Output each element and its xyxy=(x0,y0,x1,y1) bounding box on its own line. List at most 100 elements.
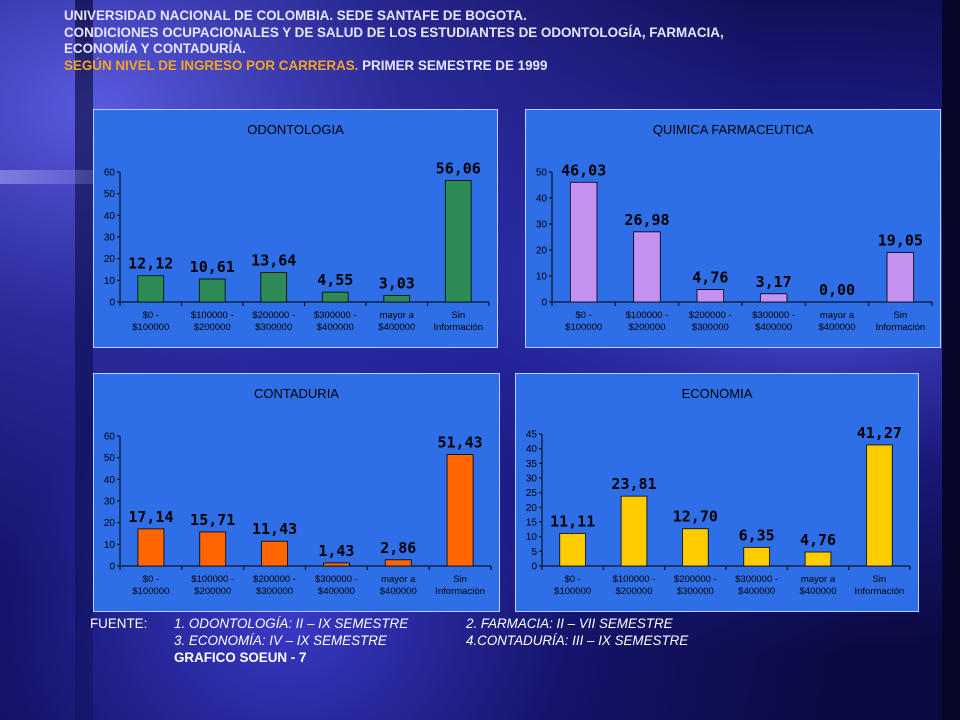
bar xyxy=(261,540,288,567)
source-footer: FUENTE: 1. ODONTOLOGÍA: II – IX SEMESTRE… xyxy=(90,615,688,666)
y-tick-label: 20 xyxy=(104,518,116,529)
chart-svg: CONTADURIA 0 10 20 30 40 50 60 17,14 $0 -$100000 1… xyxy=(104,386,492,597)
data-label: 2,86 xyxy=(380,539,416,557)
category-label: $400000 xyxy=(380,586,417,597)
header-line-3: ECONOMÍA Y CONTADURÍA. xyxy=(64,41,246,56)
bar xyxy=(866,444,893,567)
data-label: 10,61 xyxy=(190,258,235,276)
data-label: 26,98 xyxy=(624,211,669,229)
header-subtitle-rest: PRIMER SEMESTRE DE 1999 xyxy=(358,57,548,73)
category-label: Información xyxy=(435,586,485,597)
data-label: 13,64 xyxy=(251,251,296,269)
footer-graph-id: GRAFICO SOEUN - 7 xyxy=(174,650,307,665)
category-label: mayor a xyxy=(381,574,416,585)
category-label: $200000 - xyxy=(689,310,732,321)
category-label: $200000 xyxy=(629,322,666,333)
decorative-vertical-stripe xyxy=(75,0,93,720)
y-tick-label: 20 xyxy=(104,254,116,265)
y-tick-label: 30 xyxy=(536,220,548,231)
slide-header: UNIVERSIDAD NACIONAL DE COLOMBIA. SEDE S… xyxy=(64,8,944,74)
y-tick-label: 30 xyxy=(526,474,538,485)
y-tick-label: 20 xyxy=(526,503,538,514)
data-label: 19,05 xyxy=(878,231,923,249)
category-label: $300000 xyxy=(692,322,729,333)
bar xyxy=(620,495,648,567)
footer-item-1: 1. ODONTOLOGÍA: II – IX SEMESTRE xyxy=(174,616,409,631)
category-label: Sin xyxy=(451,310,465,321)
data-label: 4,55 xyxy=(317,271,353,289)
y-tick-label: 10 xyxy=(104,276,116,287)
chart-title: QUIMICA FARMACEUTICA xyxy=(653,122,814,137)
data-label: 1,43 xyxy=(318,542,354,560)
chart-title: ECONOMIA xyxy=(682,386,753,401)
y-tick-label: 50 xyxy=(536,168,548,179)
footer-item-4: 4.CONTADURÍA: III – IX SEMESTRE xyxy=(466,633,689,648)
category-label: $0 - xyxy=(143,310,159,321)
category-label: $300000 - xyxy=(752,310,795,321)
category-label: $100000 xyxy=(132,586,169,597)
category-label: $400000 xyxy=(819,322,856,333)
y-tick-label: 15 xyxy=(526,518,538,529)
y-tick-label: 5 xyxy=(531,547,537,558)
bar xyxy=(633,231,661,303)
category-label: Sin xyxy=(872,574,886,585)
header-line-4: SEGÚN NIVEL DE INGRESO POR CARRERAS. PRI… xyxy=(64,58,944,75)
category-label: $400000 xyxy=(738,586,775,597)
y-tick-label: 40 xyxy=(526,444,538,455)
category-label: Sin xyxy=(893,310,907,321)
category-label: $300000 - xyxy=(735,574,778,585)
data-label: 17,14 xyxy=(128,508,173,526)
chart-title: CONTADURIA xyxy=(254,386,339,401)
chart-odontologia: ODONTOLOGIA 0 10 20 30 40 50 60 12,12 $0 - $100000… xyxy=(93,109,498,348)
data-label: 51,43 xyxy=(438,434,483,452)
category-label: $0 - xyxy=(143,574,159,585)
category-label: $200000 xyxy=(194,586,231,597)
bar xyxy=(569,181,598,303)
y-tick-label: 10 xyxy=(104,540,116,551)
chart-title: ODONTOLOGIA xyxy=(247,122,344,137)
chart-contaduria: CONTADURIA 0 10 20 30 40 50 60 17,14 $0 - $100000 1… xyxy=(93,373,500,612)
y-tick-label: 0 xyxy=(109,562,115,573)
data-label: 46,03 xyxy=(561,161,606,179)
footer-label: FUENTE: xyxy=(90,616,148,631)
data-label: 11,43 xyxy=(252,520,297,538)
category-label: $200000 - xyxy=(674,574,717,585)
category-label: Sin xyxy=(453,574,467,585)
bar xyxy=(323,562,350,567)
chart-svg: QUIMICA FARMACEUTICA 0 10 20 30 40 50 46,03 $0 -… xyxy=(536,122,933,333)
category-label: $300000 xyxy=(256,586,293,597)
y-tick-label: 40 xyxy=(104,475,116,486)
y-tick-label: 30 xyxy=(104,497,116,508)
category-label: $100000 xyxy=(565,322,602,333)
chart-quimica-farmaceutica: QUIMICA FARMACEUTICA 0 10 20 30 40 50 46,03 $0 -… xyxy=(525,109,941,348)
category-label: $400000 xyxy=(378,322,415,333)
bar xyxy=(743,546,770,567)
y-tick-label: 25 xyxy=(526,488,538,499)
category-label: $300000 - xyxy=(315,574,358,585)
data-label: 11,11 xyxy=(550,512,595,530)
y-tick-label: 50 xyxy=(104,189,116,200)
category-label: mayor a xyxy=(801,574,836,585)
category-label: $200000 xyxy=(616,586,653,597)
category-label: $200000 - xyxy=(252,310,295,321)
category-label: $200000 xyxy=(194,322,231,333)
category-label: $0 - xyxy=(564,574,580,585)
y-tick-label: 0 xyxy=(531,562,537,573)
category-label: $400000 xyxy=(317,322,354,333)
bar xyxy=(137,528,165,567)
data-label: 12,70 xyxy=(673,508,718,526)
y-tick-label: 30 xyxy=(104,233,116,244)
category-label: $400000 xyxy=(800,586,837,597)
category-label: $100000 - xyxy=(191,574,234,585)
category-label: $0 - xyxy=(575,310,591,321)
data-label: 41,27 xyxy=(857,424,902,442)
category-label: $400000 xyxy=(755,322,792,333)
data-label: 23,81 xyxy=(611,475,656,493)
bar xyxy=(199,531,227,567)
data-label: 4,76 xyxy=(800,531,836,549)
bar xyxy=(446,454,474,567)
category-label: $100000 - xyxy=(626,310,669,321)
bar xyxy=(198,278,226,303)
chart-economia: ECONOMIA 0 5 10 15 20 25 30 35 40 45 11,11 $0 - $1000… xyxy=(515,373,919,612)
